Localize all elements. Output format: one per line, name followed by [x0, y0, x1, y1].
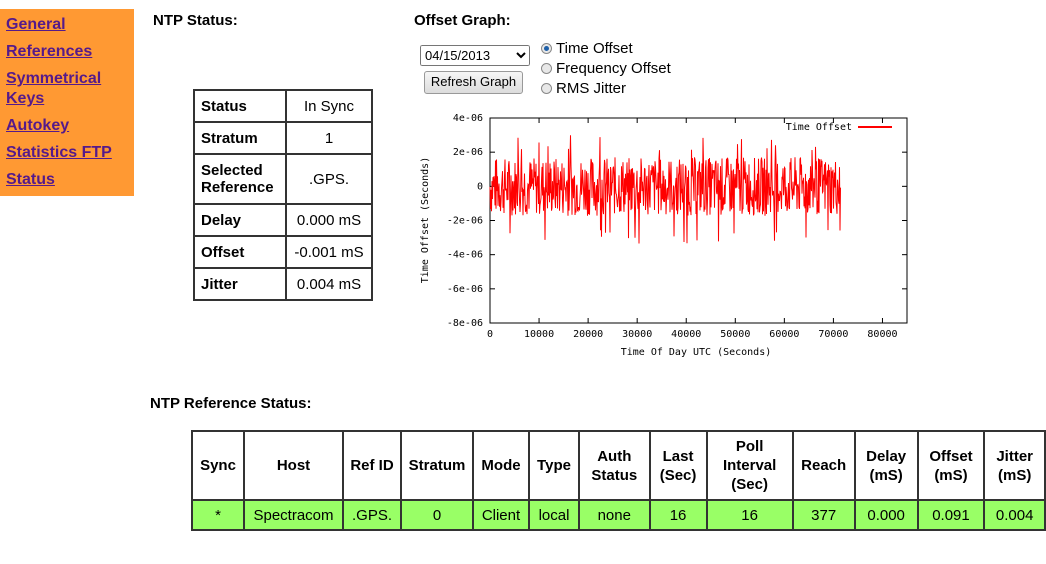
y-tick-label: 2e-06: [453, 147, 483, 158]
status-row: Stratum 1: [194, 122, 372, 154]
radio-label: Frequency Offset: [556, 60, 671, 77]
table-cell: 0.091: [917, 500, 985, 530]
status-key: Status: [194, 90, 286, 122]
column-header: Mode: [473, 431, 529, 500]
date-select[interactable]: 04/15/2013: [420, 45, 530, 66]
status-key: Delay: [194, 204, 286, 236]
table-cell: 0.004: [984, 500, 1045, 530]
y-tick-label: -6e-06: [447, 284, 483, 295]
ref-status-heading: NTP Reference Status:: [150, 395, 312, 412]
y-axis-label: Time Offset (Seconds): [420, 157, 431, 283]
status-value: .GPS.: [286, 154, 372, 204]
table-cell: Client: [473, 500, 529, 530]
radio-rms-jitter[interactable]: RMS Jitter: [541, 80, 626, 97]
status-row: Status In Sync: [194, 90, 372, 122]
radio-label: RMS Jitter: [556, 80, 627, 97]
column-header: Auth Status: [579, 431, 650, 500]
table-cell: 0: [401, 500, 473, 530]
column-header: Host: [244, 431, 343, 500]
status-row: Offset -0.001 mS: [194, 236, 372, 268]
table-cell: .GPS.: [343, 500, 401, 530]
status-key: Jitter: [194, 268, 286, 300]
y-tick-label: -4e-06: [447, 250, 483, 261]
sidebar-nav: General References Symmetrical Keys Auto…: [0, 9, 134, 196]
column-header: Delay (mS): [854, 431, 918, 500]
column-header: Ref ID: [343, 431, 401, 500]
column-header: Jitter (mS): [984, 431, 1045, 500]
status-value: 0.000 mS: [286, 204, 372, 236]
table-cell: 16: [706, 500, 793, 530]
status-value: 1: [286, 122, 372, 154]
table-cell: 377: [792, 500, 855, 530]
table-cell: none: [579, 500, 650, 530]
y-tick-label: -2e-06: [447, 216, 483, 227]
sidebar-item-symmetrical-keys[interactable]: Symmetrical Keys: [6, 70, 102, 107]
table-row: * Spectracom .GPS. 0 Client local none 16 16 377 0…: [192, 500, 1045, 530]
column-header: Last (Sec): [649, 431, 707, 500]
plot-area: [489, 117, 908, 324]
radio-frequency-offset[interactable]: Frequency Offset: [541, 60, 671, 77]
radio-checked-icon: [541, 43, 552, 54]
column-header: Type: [529, 431, 579, 500]
ntp-status-heading: NTP Status:: [153, 12, 238, 29]
status-value: In Sync: [286, 90, 372, 122]
x-axis-ticks: 0 10000 20000 30000 40000 50000 60000 70000 8000…: [487, 118, 898, 340]
offset-graph-heading: Offset Graph:: [414, 12, 511, 29]
time-offset-series: [489, 135, 841, 244]
table-cell: local: [529, 500, 579, 530]
refresh-graph-button[interactable]: Refresh Graph: [424, 71, 523, 94]
legend-label: Time Offset: [786, 122, 852, 133]
x-tick-label: 40000: [671, 329, 701, 340]
table-header-row: Sync Host Ref ID Stratum Mode Type Auth Status…: [192, 431, 1045, 500]
ntp-status-table: Status In Sync Stratum 1 Selected Referenc…: [193, 89, 373, 301]
column-header: Poll Interval (Sec): [706, 431, 793, 500]
status-row: Delay 0.000 mS: [194, 204, 372, 236]
column-header: Sync: [192, 431, 244, 500]
ref-status-table: Sync Host Ref ID Stratum Mode Type Auth Status…: [191, 430, 1046, 531]
time-offset-chart: 4e-06 2e-06 0 -2e-06 -4e-06 -6e-06 -8e-06 0 100…: [420, 113, 908, 358]
status-value: -0.001 mS: [286, 236, 372, 268]
column-header: Offset (mS): [917, 431, 985, 500]
status-row: Jitter 0.004 mS: [194, 268, 372, 300]
status-key: Selected Reference: [194, 154, 286, 204]
y-tick-label: 4e-06: [453, 113, 483, 124]
x-tick-label: 50000: [720, 329, 750, 340]
table-cell: 16: [649, 500, 707, 530]
sidebar-item-references[interactable]: References: [6, 43, 93, 60]
y-tick-label: -8e-06: [447, 318, 483, 329]
radio-label: Time Offset: [556, 40, 633, 57]
column-header: Stratum: [401, 431, 473, 500]
x-tick-label: 10000: [524, 329, 554, 340]
status-key: Stratum: [194, 122, 286, 154]
x-tick-label: 60000: [769, 329, 799, 340]
status-key: Offset: [194, 236, 286, 268]
radio-time-offset[interactable]: Time Offset: [541, 40, 633, 57]
radio-unchecked-icon: [541, 63, 552, 74]
x-tick-label: 70000: [818, 329, 848, 340]
x-tick-label: 20000: [573, 329, 603, 340]
status-value: 0.004 mS: [286, 268, 372, 300]
status-row: Selected Reference .GPS.: [194, 154, 372, 204]
x-tick-label: 0: [487, 329, 493, 340]
sidebar-item-status[interactable]: Status: [6, 171, 55, 188]
sidebar-item-autokey[interactable]: Autokey: [6, 117, 70, 134]
table-cell: 0.000: [854, 500, 918, 530]
table-cell: Spectracom: [244, 500, 343, 530]
radio-unchecked-icon: [541, 83, 552, 94]
sidebar-item-statistics-ftp[interactable]: Statistics FTP: [6, 144, 112, 161]
sidebar-item-general[interactable]: General: [6, 16, 66, 33]
table-cell: *: [192, 500, 244, 530]
column-header: Reach: [792, 431, 855, 500]
y-axis-ticks: 4e-06 2e-06 0 -2e-06 -4e-06 -6e-06 -8e-06: [447, 113, 907, 329]
y-tick-label: 0: [477, 181, 483, 192]
x-axis-label: Time Of Day UTC (Seconds): [621, 347, 772, 358]
x-tick-label: 80000: [867, 329, 897, 340]
x-tick-label: 30000: [622, 329, 652, 340]
